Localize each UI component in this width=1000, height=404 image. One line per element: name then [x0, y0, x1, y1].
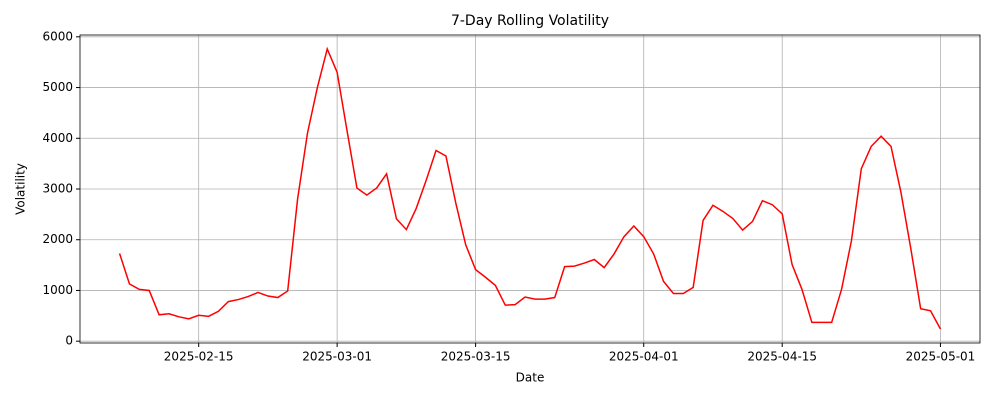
plot-frame [79, 34, 981, 344]
x-tick-label: 2025-02-15 [164, 350, 234, 364]
x-tick-label: 2025-03-15 [441, 350, 511, 364]
x-tick-label: 2025-03-01 [302, 350, 372, 364]
x-tick-label: 2025-04-15 [747, 350, 817, 364]
y-axis-label: Volatility [14, 163, 28, 215]
y-tick-label: 2000 [42, 232, 73, 246]
y-tick-label: 4000 [42, 131, 73, 145]
y-tick-label: 6000 [42, 29, 73, 43]
y-tick-label: 3000 [42, 182, 73, 196]
chart-title: 7-Day Rolling Volatility [451, 13, 609, 29]
y-tick-label: 1000 [42, 283, 73, 297]
y-tick-label: 5000 [42, 80, 73, 94]
line [118, 46, 942, 330]
y-tick-label: 0 [65, 334, 73, 348]
x-axis-label: Date [516, 371, 545, 385]
x-tick-label: 2025-04-01 [609, 350, 679, 364]
x-tick-label: 2025-05-01 [906, 350, 976, 364]
